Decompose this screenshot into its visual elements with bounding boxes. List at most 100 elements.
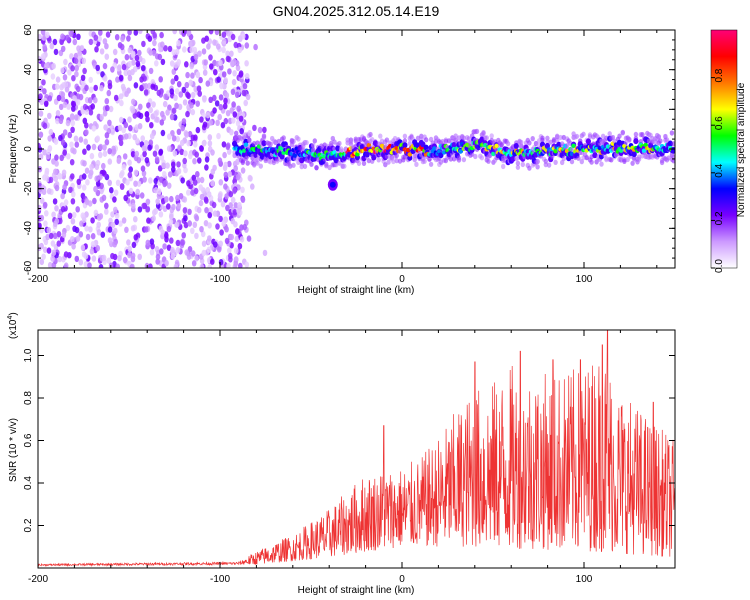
heatmap-cell [656,134,661,140]
heatmap-cell [127,30,132,36]
heatmap-cell [118,74,124,82]
heatmap-cell [236,105,241,112]
heatmap-cell [530,136,535,142]
heatmap-cell [537,138,542,144]
heatmap-cell [229,129,234,136]
heatmap-cell [74,70,79,78]
heatmap-cell [112,241,117,248]
heatmap-cell [201,249,207,257]
heatmap-cell [221,71,227,78]
heatmap-cell [106,89,112,97]
heatmap-cell [223,183,228,190]
snr-x-tick-label: -100 [210,574,230,585]
heatmap-cell [494,143,499,148]
heatmap-cell [169,60,175,67]
heatmap-cell [107,158,113,165]
heatmap-cell [172,150,178,157]
spectrogram-y-axis-label: Frequency (Hz) [8,115,19,184]
heatmap-cell [52,232,58,240]
spectrogram-y-tick-label: 40 [23,64,34,76]
heatmap-cell [197,50,202,57]
heatmap-cell [185,110,190,118]
heatmap-cell [207,222,212,229]
heatmap-cell [337,140,342,147]
heatmap-cell [633,138,639,145]
heatmap-cell [156,188,162,195]
heatmap-cell [587,133,593,140]
colorbar-tick-label: 0.0 [714,259,725,273]
heatmap-cell [311,147,316,153]
colorbar-label: Normalized spectral amplitude [736,82,747,217]
heatmap-cell [104,132,110,139]
heatmap-cell [211,201,217,209]
snr-multiplier-label: (x104) [7,312,19,339]
heatmap-cell [386,159,391,165]
heatmap-cell [527,165,532,171]
heatmap-cell [119,134,124,142]
heatmap-cell [182,157,187,165]
heatmap-cell [225,55,231,62]
heatmap-cell [513,143,519,149]
heatmap-cell [257,126,263,134]
heatmap-cell [222,103,228,110]
heatmap-cell [67,212,73,219]
heatmap-cell [220,122,226,129]
heatmap-cell [165,109,170,116]
heatmap-cell [85,179,90,186]
heatmap-cell [70,126,75,133]
heatmap-cell [143,226,149,233]
heatmap-cell [70,218,76,225]
heatmap-cell [43,220,48,227]
heatmap-cell [180,177,185,184]
heatmap-cell [60,139,66,146]
heatmap-cell [98,151,103,159]
snr-y-axis-label: SNR (10 * v/v) [8,418,19,482]
heatmap-cell [63,251,69,258]
heatmap-cell [302,163,308,169]
heatmap-cell [384,137,390,143]
heatmap-cell [468,140,473,146]
heatmap-cell [139,84,144,92]
heatmap-cell [55,76,61,83]
heatmap-cell [402,142,408,149]
heatmap-cell [180,239,185,246]
heatmap-cell [72,225,77,232]
heatmap-cell [152,209,157,216]
heatmap-cell [99,85,104,92]
snr-series-line [38,330,675,568]
heatmap-cell [210,149,215,156]
heatmap-cell [58,103,64,111]
heatmap-cell [203,220,209,227]
heatmap-cell [95,64,100,72]
heatmap-cell [261,133,267,139]
heatmap-cell [148,67,154,75]
heatmap-cell [145,116,150,123]
heatmap-cell [241,89,247,97]
colorbar-tick-label: 0.6 [714,116,725,130]
heatmap-cell [151,215,156,222]
spectrogram-y-tick-label: -40 [23,221,34,236]
heatmap-cell [422,158,427,164]
heatmap-cell [109,187,114,194]
heatmap-cell [72,148,77,155]
heatmap-cell [81,173,87,180]
heatmap-cell [238,70,244,77]
heatmap-cell [224,193,229,200]
heatmap-cell [164,260,169,267]
chart-title: GN04.2025.312.05.14.E19 [273,3,440,19]
heatmap-cell [72,95,77,102]
heatmap-cell [152,150,158,157]
snr-panel: -200 -100 0 100 0.2 0.4 0.6 0.8 1.0 Height of st… [7,312,676,596]
heatmap-cell [149,238,155,245]
heatmap-cell [88,38,94,46]
heatmap-cell [174,221,180,228]
heatmap-cell [221,141,227,148]
heatmap-cell [62,129,68,136]
heatmap-cell [160,129,166,137]
heatmap-cell [82,148,87,155]
heatmap-cell [438,159,444,165]
heatmap-cell [137,49,142,57]
heatmap-cell [48,176,54,183]
heatmap-cell [438,152,444,159]
heatmap-cell [84,108,89,116]
